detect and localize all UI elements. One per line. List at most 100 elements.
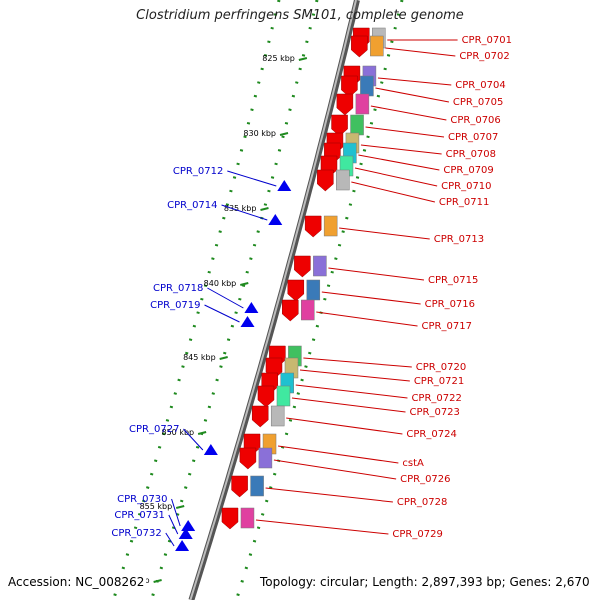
cog-category-block	[276, 385, 291, 407]
gene-label-connector	[299, 369, 410, 382]
forward-gene-arrow	[351, 35, 368, 58]
scale-tick	[153, 579, 162, 583]
guide-ring-2	[234, 0, 404, 600]
forward-gene-label: CPR_0705	[453, 97, 503, 108]
forward-gene-label: CPR_0707	[448, 132, 498, 143]
forward-gene-label: CPR_0721	[414, 376, 464, 387]
reverse-gene-arrow	[240, 316, 255, 327]
cog-category-block	[355, 93, 370, 115]
genome-backbone	[188, 0, 360, 600]
reverse-gene-arrow	[178, 528, 193, 539]
scale-tick	[298, 57, 308, 61]
gene-label-connector	[354, 167, 438, 187]
gene-label-connector	[277, 445, 399, 464]
cog-category-block	[301, 299, 315, 321]
gene-label-connector	[168, 514, 179, 535]
cog-category-block	[306, 279, 321, 301]
gene-label-connector	[183, 428, 204, 451]
scale-tick	[175, 505, 185, 509]
cog-category-block	[270, 405, 285, 427]
forward-gene-label: cstA	[402, 458, 424, 469]
forward-gene-arrow	[282, 299, 299, 322]
gene-label-connector	[328, 267, 425, 281]
cog-category-block	[250, 475, 264, 497]
gene-label-connector	[273, 459, 397, 480]
guide-ring-1	[111, 0, 281, 600]
forward-gene-label: CPR_0708	[446, 149, 496, 160]
scale-tick-label: 850 kbp	[162, 428, 195, 437]
reverse-gene-label: CPR_0731	[114, 510, 164, 521]
scale-tick-label: 840 kbp	[204, 279, 237, 288]
map-title: Clostridium perfringens SM101, complete …	[136, 8, 464, 23]
forward-gene-label: CPR_0710	[441, 181, 491, 192]
reverse-gene-label: CPR_0714	[167, 200, 217, 211]
forward-gene-arrow	[294, 255, 311, 278]
forward-gene-label: CPR_0722	[411, 393, 461, 404]
gene-label-connector	[360, 144, 442, 155]
reverse-gene-arrow	[268, 214, 283, 225]
gene-label-connector	[265, 487, 393, 503]
forward-gene-arrow	[341, 75, 358, 98]
gene-label-connector	[303, 357, 412, 368]
forward-gene-arrow	[239, 447, 257, 470]
scale-tick	[197, 431, 207, 435]
reverse-gene-arrow	[181, 520, 196, 531]
gene-label-connector	[370, 105, 447, 121]
scale-tick	[260, 207, 269, 211]
cog-category-block	[336, 169, 350, 191]
gene-label-connector	[291, 397, 406, 413]
cog-category-block	[258, 447, 273, 469]
forward-gene-label: CPR_0717	[422, 321, 472, 332]
reverse-gene-arrow	[244, 302, 259, 313]
forward-gene-label: CPR_0711	[439, 197, 489, 208]
gene-label-connector	[351, 181, 436, 203]
forward-gene-label: CPR_0720	[416, 362, 466, 373]
forward-gene-arrow	[331, 114, 348, 137]
forward-gene-label: CPR_0724	[406, 429, 456, 440]
forward-gene-label: CPR_0715	[428, 275, 478, 286]
forward-gene-label: CPR_0728	[397, 497, 447, 508]
forward-gene-label: CPR_0704	[455, 80, 505, 91]
gene-label-connector	[316, 311, 418, 327]
accession-text: Accession: NC_008262	[6, 575, 147, 589]
reverse-gene-label: CPR_0719	[150, 300, 200, 311]
forward-gene-arrow	[317, 169, 334, 192]
gene-label-connector	[365, 126, 445, 138]
scale-tick	[219, 356, 228, 360]
reverse-gene-label: CPR_0730	[117, 494, 167, 505]
scale-tick-label: 845 kbp	[183, 353, 216, 362]
forward-gene-label: CPR_0709	[443, 165, 493, 176]
forward-gene-arrow	[304, 215, 322, 238]
reverse-gene-label: CPR_0727	[129, 424, 179, 435]
gene-label-connector	[339, 227, 430, 240]
reverse-gene-label: CPR_0718	[153, 283, 203, 294]
scale-tick-label: 830 kbp	[243, 129, 276, 138]
gene-label-connector	[165, 532, 175, 547]
gene-label-connector	[358, 154, 440, 171]
gene-label-connector	[221, 204, 268, 221]
forward-gene-arrow	[221, 507, 239, 530]
cog-category-block	[323, 215, 338, 237]
forward-gene-arrow	[251, 405, 269, 428]
gene-label-connector	[255, 519, 389, 535]
forward-gene-label: CPR_0726	[400, 474, 450, 485]
reverse-gene-arrow	[277, 180, 292, 191]
genome-backbone-highlight	[189, 0, 357, 600]
reverse-gene-arrow	[203, 444, 218, 455]
forward-gene-label: CPR_0729	[392, 529, 442, 540]
reverse-gene-label: CPR_0712	[173, 166, 223, 177]
cog-category-block	[350, 114, 364, 136]
forward-gene-arrow	[336, 93, 354, 116]
forward-gene-label: CPR_0723	[410, 407, 460, 418]
cog-category-block	[313, 255, 327, 277]
gene-label-connector	[385, 47, 456, 57]
gene-label-connector	[227, 170, 277, 187]
gene-label-connector	[375, 87, 449, 103]
scale-tick-label: 825 kbp	[262, 54, 295, 63]
gene-label-connector	[377, 77, 452, 86]
gene-label-connector	[207, 287, 244, 309]
gene-label-connector	[171, 498, 181, 527]
gene-label-connector	[204, 304, 240, 323]
